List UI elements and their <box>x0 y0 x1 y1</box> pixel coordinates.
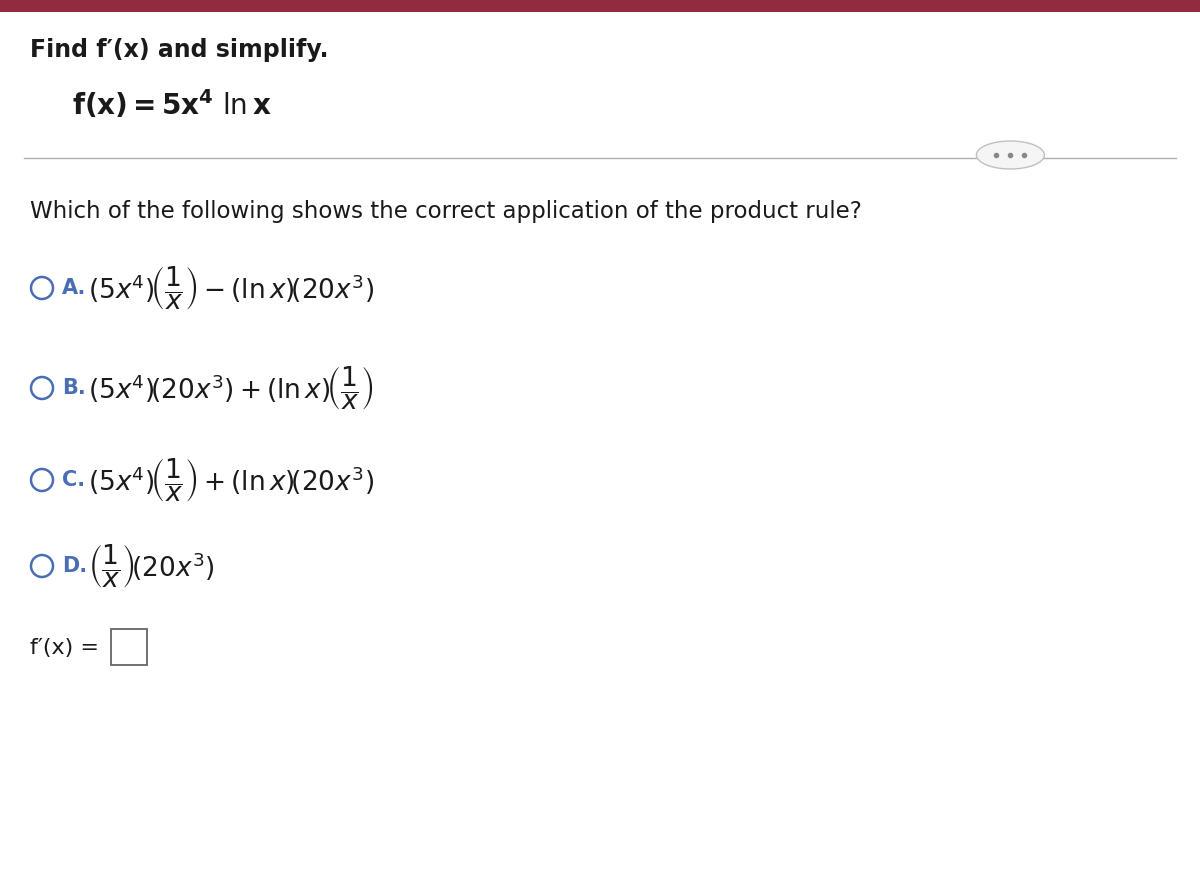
Circle shape <box>31 377 53 399</box>
Text: A.: A. <box>62 278 86 298</box>
Circle shape <box>31 555 53 577</box>
Text: B.: B. <box>62 378 85 398</box>
Circle shape <box>31 469 53 491</box>
Text: $\left(5x^4\right)\!\left(\dfrac{1}{x}\right) - \left(\ln x\right)\!\left(20x^3\: $\left(5x^4\right)\!\left(\dfrac{1}{x}\r… <box>88 264 374 312</box>
Ellipse shape <box>977 141 1044 169</box>
Text: Which of the following shows the correct application of the product rule?: Which of the following shows the correct… <box>30 200 862 223</box>
Text: Find f′(x) and simplify.: Find f′(x) and simplify. <box>30 38 329 62</box>
Text: $\left(5x^4\right)\!\left(20x^3\right) + \left(\ln x\right)\!\left(\dfrac{1}{x}\: $\left(5x^4\right)\!\left(20x^3\right) +… <box>88 364 373 412</box>
Text: $\mathbf{f(x) = 5x^4\ \ln x}$: $\mathbf{f(x) = 5x^4\ \ln x}$ <box>72 88 271 121</box>
Text: D.: D. <box>62 556 88 576</box>
Text: $\left(\dfrac{1}{x}\right)\!\left(20x^3\right)$: $\left(\dfrac{1}{x}\right)\!\left(20x^3\… <box>88 542 215 590</box>
Text: f′(x) =: f′(x) = <box>30 638 106 658</box>
Text: C.: C. <box>62 470 85 490</box>
Bar <box>0 0 1200 12</box>
Circle shape <box>31 277 53 299</box>
FancyBboxPatch shape <box>112 629 148 665</box>
Text: $\left(5x^4\right)\!\left(\dfrac{1}{x}\right) + \left(\ln x\right)\!\left(20x^3\: $\left(5x^4\right)\!\left(\dfrac{1}{x}\r… <box>88 456 374 504</box>
